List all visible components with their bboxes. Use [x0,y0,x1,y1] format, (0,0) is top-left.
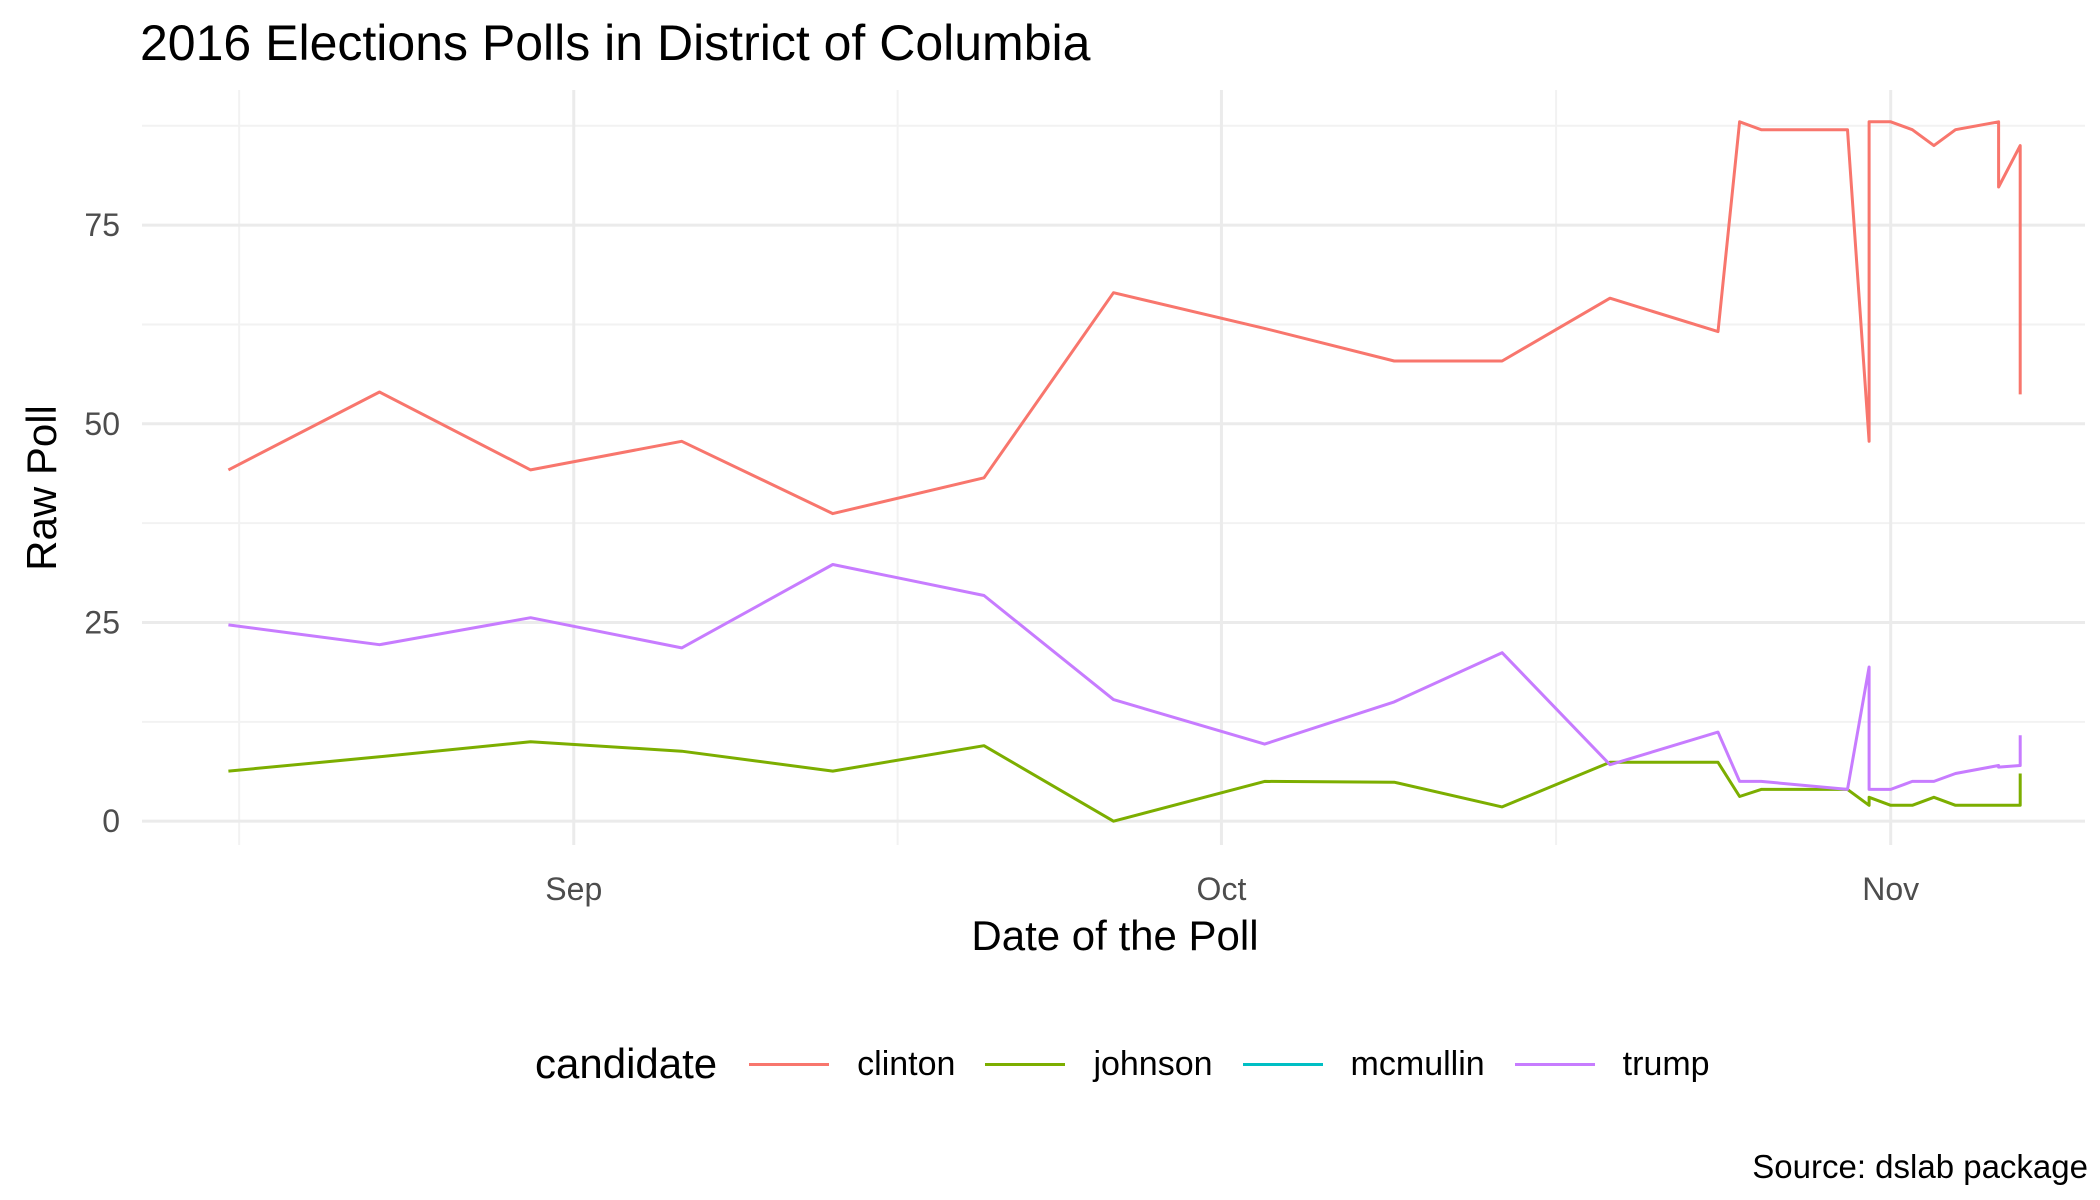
legend-item-mcmullin: mcmullin [1242,1044,1485,1084]
x-tick-label: Nov [1862,871,1919,907]
x-axis-title: Date of the Poll [971,912,1258,959]
series-lines [227,120,2022,823]
minor-gridlines [142,90,2085,845]
y-axis-title: Raw Poll [18,405,65,571]
legend-key-johnson [985,1062,1066,1066]
series-line-trump [228,563,2022,791]
y-tick-label: 50 [84,406,120,442]
major-gridlines [142,90,2085,845]
legend-item-johnson: johnson [985,1044,1213,1084]
y-tick-label: 0 [102,803,120,839]
chart-caption: Source: dslab package [1752,1148,2088,1185]
legend-label-johnson: johnson [1093,1044,1213,1083]
series-line-clinton [227,120,2022,516]
x-tick-label: Oct [1197,871,1247,907]
x-axis-tick-labels: Sep Oct Nov [545,871,1919,907]
legend-label-clinton: clinton [857,1044,956,1083]
y-tick-label: 75 [84,207,120,243]
legend-key-clinton [749,1062,830,1066]
legend-item-trump: trump [1514,1044,1710,1084]
legend: candidate clinton johnson mcmullin trump [535,1040,1740,1088]
y-tick-label: 25 [84,604,120,640]
legend-label-mcmullin: mcmullin [1350,1044,1485,1083]
chart-title: 2016 Elections Polls in District of Colu… [140,15,1091,71]
legend-label-trump: trump [1622,1044,1710,1083]
legend-key-mcmullin [1242,1062,1323,1066]
x-tick-label: Sep [545,871,602,907]
legend-key-trump [1514,1062,1595,1066]
y-axis-tick-labels: 0 25 50 75 [84,207,120,839]
series-line-johnson [228,740,2022,823]
legend-item-clinton: clinton [749,1045,955,1084]
legend-title: candidate [535,1040,718,1087]
